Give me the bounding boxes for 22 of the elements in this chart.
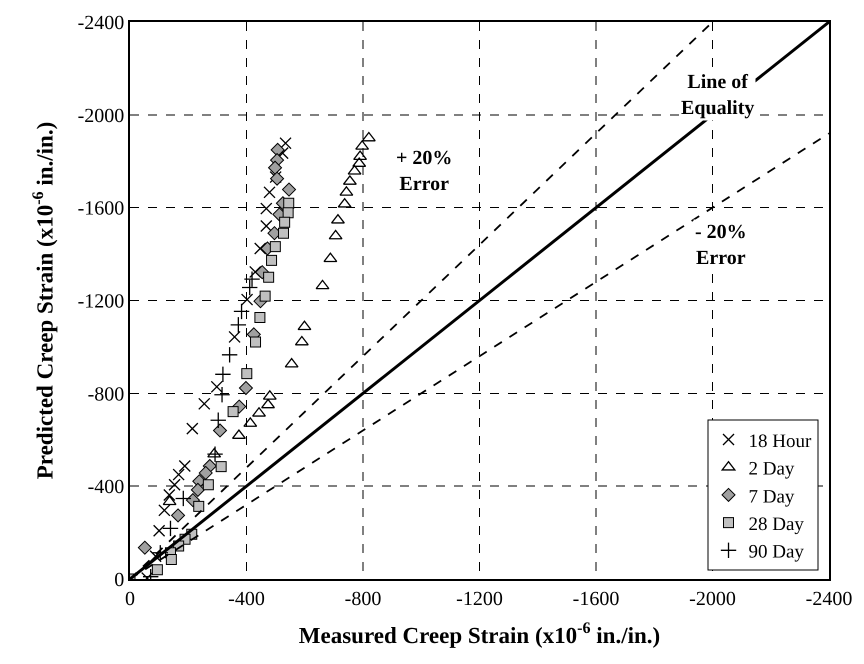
x-axis-title: Measured Creep Strain (x10$^{-6}$ in./in.)	[298, 620, 660, 648]
x-tick-label: -2000	[689, 588, 736, 610]
annotation: + 20% Error	[396, 147, 452, 195]
y-tick-label: -1200	[78, 290, 124, 312]
x-tick-label: -1600	[572, 588, 620, 610]
annotation: - 20% Error	[695, 221, 747, 269]
y-tick-label: -800	[88, 383, 124, 406]
x-tick-label: -800	[344, 588, 382, 610]
y-tick-label: 0	[114, 569, 124, 591]
legend-label: 2 Day	[748, 458, 795, 480]
x-tick-label: -400	[228, 588, 265, 610]
y-tick-label: -1600	[78, 198, 124, 220]
x-tick-label: -2400	[806, 588, 852, 610]
x-tick-label: -1200	[456, 588, 503, 610]
legend-label: 90 Day	[748, 542, 804, 563]
y-tick-label: -2400	[78, 12, 124, 34]
legend-label: 7 Day	[748, 486, 795, 508]
annotation: Line of Equality	[681, 71, 754, 119]
legend-label: 18 Hour	[748, 430, 812, 452]
y-tick-label: -400	[88, 476, 124, 498]
y-tick-label: -2000	[78, 104, 124, 127]
legend-label: 28 Day	[748, 514, 804, 536]
